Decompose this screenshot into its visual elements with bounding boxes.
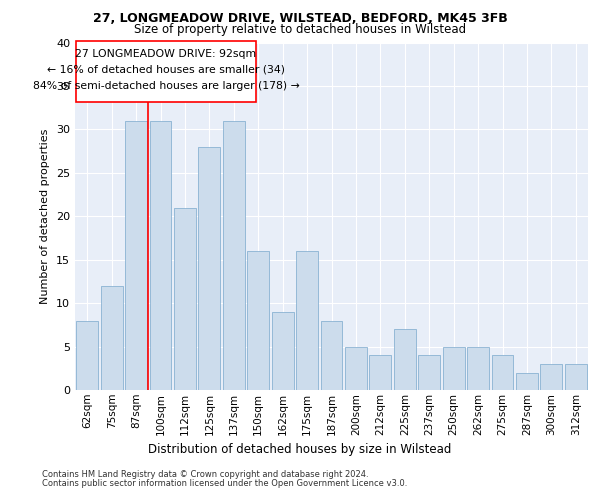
Text: 84% of semi-detached houses are larger (178) →: 84% of semi-detached houses are larger (… [32, 80, 299, 90]
Bar [516, 372, 538, 390]
Bar [394, 329, 416, 390]
FancyBboxPatch shape [76, 41, 256, 102]
Bar [443, 346, 464, 390]
Bar [272, 312, 293, 390]
Bar [491, 355, 514, 390]
Y-axis label: Number of detached properties: Number of detached properties [40, 128, 50, 304]
Text: ← 16% of detached houses are smaller (34): ← 16% of detached houses are smaller (34… [47, 64, 285, 74]
Bar [565, 364, 587, 390]
Text: Distribution of detached houses by size in Wilstead: Distribution of detached houses by size … [148, 442, 452, 456]
Text: 27, LONGMEADOW DRIVE, WILSTEAD, BEDFORD, MK45 3FB: 27, LONGMEADOW DRIVE, WILSTEAD, BEDFORD,… [92, 12, 508, 26]
Text: 27 LONGMEADOW DRIVE: 92sqm: 27 LONGMEADOW DRIVE: 92sqm [76, 48, 257, 58]
Bar [296, 251, 318, 390]
Bar [418, 355, 440, 390]
Bar [199, 147, 220, 390]
Bar [467, 346, 489, 390]
Bar [345, 346, 367, 390]
Bar [149, 120, 172, 390]
Bar [125, 120, 147, 390]
Text: Size of property relative to detached houses in Wilstead: Size of property relative to detached ho… [134, 22, 466, 36]
Bar [320, 320, 343, 390]
Bar [101, 286, 122, 390]
Bar [174, 208, 196, 390]
Bar [247, 251, 269, 390]
Bar [223, 120, 245, 390]
Bar [370, 355, 391, 390]
Bar [541, 364, 562, 390]
Text: Contains HM Land Registry data © Crown copyright and database right 2024.: Contains HM Land Registry data © Crown c… [42, 470, 368, 479]
Bar [76, 320, 98, 390]
Text: Contains public sector information licensed under the Open Government Licence v3: Contains public sector information licen… [42, 479, 407, 488]
